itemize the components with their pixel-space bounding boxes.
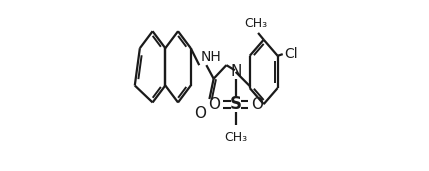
Text: N: N (230, 64, 242, 80)
Text: CH₃: CH₃ (224, 131, 247, 144)
Text: S: S (230, 95, 242, 113)
Text: O: O (251, 97, 263, 112)
Text: CH₃: CH₃ (245, 17, 268, 30)
Text: O: O (194, 106, 206, 121)
Text: O: O (208, 97, 221, 112)
Text: Cl: Cl (284, 47, 298, 61)
Text: NH: NH (201, 50, 222, 64)
